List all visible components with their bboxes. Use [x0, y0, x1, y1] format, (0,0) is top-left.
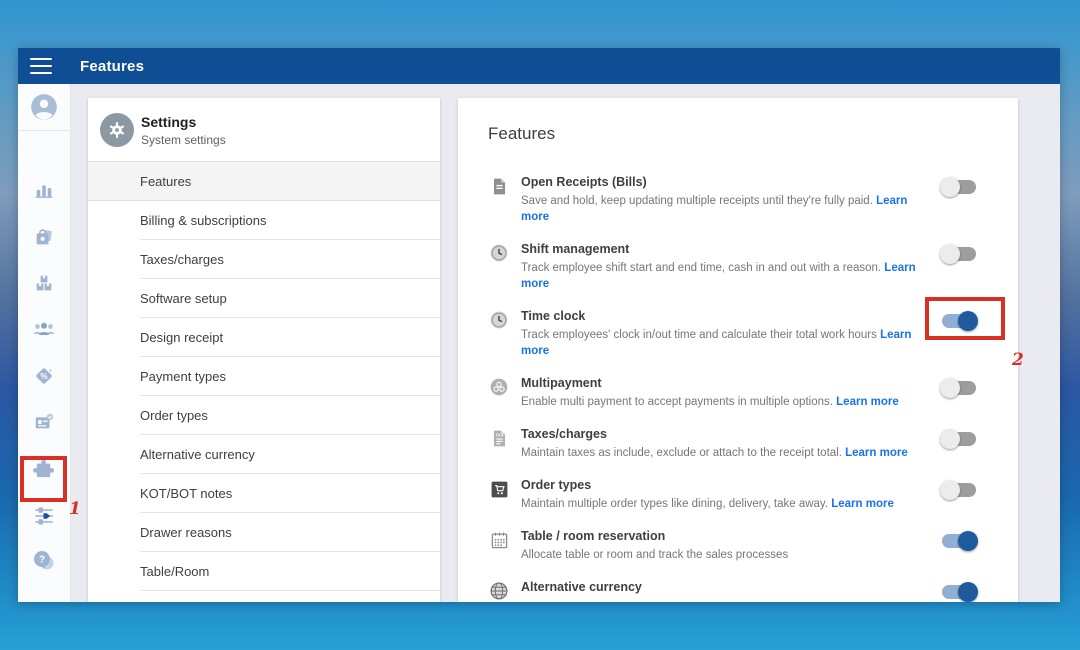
feature-description: Track employee shift start and end time,… [521, 262, 916, 290]
settings-menu-panel: Settings System settings Features Billin… [88, 98, 440, 602]
feature-description: Track employees' clock in/out time and c… [521, 329, 912, 357]
feature-title: Open Receipts (Bills) [521, 175, 647, 189]
hamburger-icon[interactable] [30, 58, 52, 74]
features-panel-title: Features [488, 124, 556, 143]
feature-description: Maintain multiple order types like dinin… [521, 498, 894, 510]
annotation-step-2: 2 [1012, 350, 1024, 370]
settings-sliders-icon[interactable] [30, 502, 58, 530]
feature-toggle-alternative-currency[interactable] [942, 582, 978, 602]
learn-more-link[interactable]: Learn more [845, 447, 908, 459]
learn-more-link[interactable]: Learn more [836, 396, 899, 408]
learn-more-link[interactable]: Learn more [521, 195, 908, 223]
feature-row-shift-management: Shift management Track employee shift st… [488, 241, 976, 292]
feature-row-open-receipts: Open Receipts (Bills) Save and hold, kee… [488, 174, 976, 225]
id-card-check-icon[interactable] [30, 408, 58, 436]
feature-description: Allocate table or room and track the sal… [521, 549, 789, 561]
feature-toggle-multipayment[interactable] [940, 378, 976, 398]
feature-toggle-taxes-charges[interactable] [940, 429, 976, 449]
inventory-boxes-icon[interactable] [30, 269, 58, 297]
feature-description: Maintain taxes as include, exclude or at… [521, 447, 908, 459]
clock-icon [488, 309, 510, 331]
feature-description: Save and hold, keep updating multiple re… [521, 195, 908, 223]
settings-menu-header: Settings System settings [88, 98, 440, 162]
coins-icon [488, 376, 510, 398]
feature-title: Alternative currency [521, 580, 642, 594]
learn-more-link[interactable]: Learn more [831, 498, 894, 510]
menu-item-kot-bot-notes[interactable]: KOT/BOT notes [88, 474, 440, 513]
sidebar-nav: % ? [18, 84, 71, 602]
app-window: Features % ? [18, 48, 1060, 602]
feature-row-table-room-reservation: Table / room reservation Allocate table … [488, 528, 978, 563]
feature-row-order-types: Order types Maintain multiple order type… [488, 477, 976, 512]
bar-chart-icon[interactable] [30, 176, 58, 204]
gear-icon [100, 113, 134, 147]
help-chat-icon[interactable]: ? [30, 547, 58, 575]
sidebar-divider [18, 130, 70, 131]
annotation-box-time-clock-toggle [925, 297, 1005, 340]
feature-toggle-table-room[interactable] [942, 531, 978, 551]
feature-toggle-order-types[interactable] [940, 480, 976, 500]
svg-text:%: % [40, 372, 48, 381]
feature-title: Multipayment [521, 376, 602, 390]
feature-title: Time clock [521, 309, 586, 323]
feature-description: Enable multi payment to accept payments … [521, 396, 899, 408]
shopping-bag-icon[interactable] [30, 223, 58, 251]
menu-item-design-receipt[interactable]: Design receipt [88, 318, 440, 357]
menu-item-alternative-currency[interactable]: Alternative currency [88, 435, 440, 474]
menu-item-drawer-reasons[interactable]: Drawer reasons [88, 513, 440, 552]
receipt-document-icon [488, 175, 510, 197]
tax-document-icon: TAX [488, 427, 510, 449]
feature-row-time-clock: Time clock Track employees' clock in/out… [488, 308, 978, 359]
feature-row-alternative-currency: Alternative currency [488, 579, 978, 602]
feature-toggle-time-clock[interactable] [942, 311, 978, 331]
discount-tag-icon[interactable]: % [30, 362, 58, 390]
settings-subtitle: System settings [141, 132, 226, 147]
employees-group-icon[interactable] [30, 315, 58, 343]
order-cart-icon [488, 478, 510, 500]
feature-title: Order types [521, 478, 592, 492]
menu-item-payment-types[interactable]: Payment types [88, 357, 440, 396]
annotation-step-1: 1 [69, 499, 81, 519]
feature-toggle-shift-management[interactable] [940, 244, 976, 264]
feature-row-taxes-charges: TAX Taxes/charges Maintain taxes as incl… [488, 426, 976, 461]
globe-currency-icon [488, 580, 510, 602]
puzzle-icon[interactable] [30, 455, 58, 483]
svg-text:TAX: TAX [495, 432, 503, 437]
feature-title: Shift management [521, 242, 630, 256]
feature-toggle-open-receipts[interactable] [940, 177, 976, 197]
learn-more-link[interactable]: Learn more [521, 329, 912, 357]
learn-more-link[interactable]: Learn more [521, 262, 916, 290]
settings-title: Settings [141, 113, 197, 130]
annotation-box-settings-icon [20, 456, 67, 502]
menu-item-software-setup[interactable]: Software setup [88, 279, 440, 318]
feature-title: Taxes/charges [521, 427, 607, 441]
clock-icon [488, 242, 510, 264]
features-panel: Features Open Receipts (Bills) Save and … [458, 98, 1018, 602]
menu-item-billing[interactable]: Billing & subscriptions [88, 201, 440, 240]
feature-title: Table / room reservation [521, 529, 666, 543]
app-bar: Features [18, 48, 1060, 84]
feature-row-multipayment: Multipayment Enable multi payment to acc… [488, 375, 976, 410]
calendar-icon [488, 529, 510, 551]
menu-item-taxes[interactable]: Taxes/charges [88, 240, 440, 279]
menu-item-order-types[interactable]: Order types [88, 396, 440, 435]
menu-item-features[interactable]: Features [88, 162, 440, 201]
user-icon[interactable] [30, 93, 58, 121]
menu-item-table-room[interactable]: Table/Room [88, 552, 440, 591]
svg-text:?: ? [39, 555, 45, 566]
page-title: Features [80, 57, 145, 75]
